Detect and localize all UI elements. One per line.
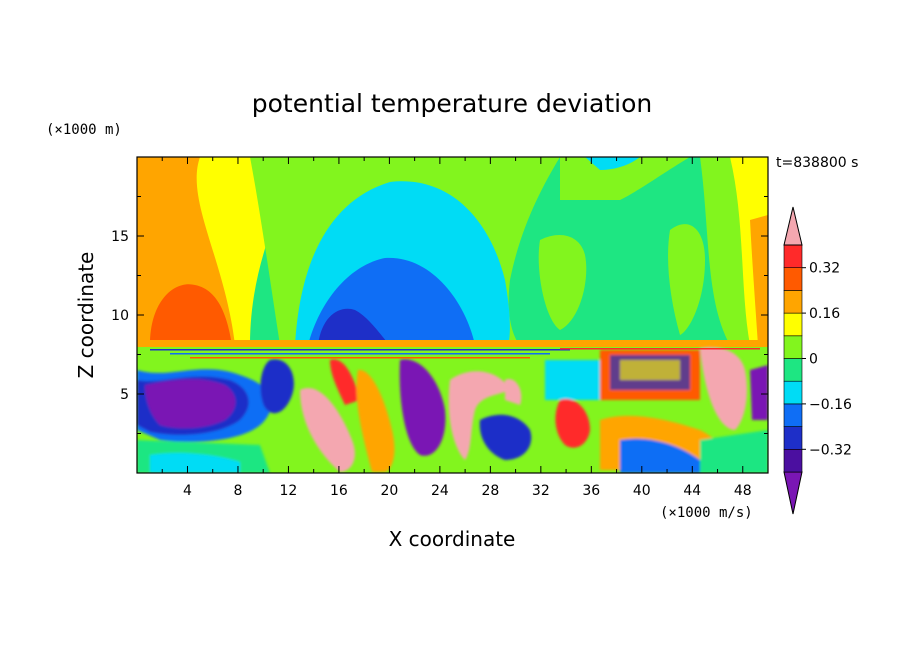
field-right-green-blob xyxy=(538,235,587,330)
x-tick-label: 12 xyxy=(280,483,298,499)
x-unit-label: (×1000 m/s) xyxy=(660,505,753,521)
field-lower-turbulence xyxy=(137,347,768,473)
colorbar-box xyxy=(783,312,803,337)
x-tick-label: 48 xyxy=(734,483,752,499)
x-tick-label: 36 xyxy=(582,483,600,499)
x-tick-label: 8 xyxy=(233,483,242,499)
x-tick-label: 4 xyxy=(183,483,192,499)
field-top-cyan xyxy=(585,157,640,170)
x-tick-label: 16 xyxy=(330,483,348,499)
y-unit-label: (×1000 m) xyxy=(46,122,122,138)
colorbar-box xyxy=(783,244,803,269)
colorbar-box xyxy=(783,290,803,314)
colorbar-box xyxy=(783,335,803,359)
colorbar: 0.32 0.16 0 −0.16 −0.32 xyxy=(783,206,852,515)
x-axis-title: X coordinate xyxy=(389,527,516,551)
colorbar-label: 0 xyxy=(809,352,818,368)
x-tick-label: 28 xyxy=(481,483,499,499)
colorbar-label: −0.32 xyxy=(809,442,852,458)
x-tick-label: 40 xyxy=(633,483,651,499)
chart-title: potential temperature deviation xyxy=(252,89,652,118)
x-tick-label: 24 xyxy=(431,483,449,499)
y-tick-label: 10 xyxy=(111,308,129,324)
colorbar-label: 0.16 xyxy=(809,306,840,322)
colorbar-box xyxy=(783,380,803,405)
field-left-red xyxy=(150,284,232,345)
colorbar-label: −0.16 xyxy=(809,397,852,413)
colorbar-label: 0.32 xyxy=(809,261,840,277)
x-tick-label: 32 xyxy=(532,483,550,499)
contour-field xyxy=(137,157,768,473)
field-inversion xyxy=(137,340,768,347)
colorbar-box xyxy=(783,403,803,427)
field-inversion-streaks xyxy=(150,348,760,359)
field-top-green xyxy=(560,157,690,200)
colorbar-min-arrow xyxy=(783,471,803,515)
y-axis: 5 10 15 xyxy=(111,196,768,434)
y-axis-title: Z coordinate xyxy=(74,252,98,379)
field-right-green-blob2 xyxy=(668,224,705,335)
x-tick-label: 20 xyxy=(380,483,398,499)
time-label: t=838800 s xyxy=(776,155,858,171)
y-tick-label: 5 xyxy=(120,387,129,403)
colorbar-max-arrow xyxy=(783,206,803,246)
colorbar-box xyxy=(783,426,803,450)
field-right-orange xyxy=(750,215,768,345)
colorbar-box xyxy=(783,267,803,291)
x-axis: 4 8 12 16 20 24 28 32 36 40 44 48 xyxy=(161,157,752,499)
colorbar-box xyxy=(783,358,803,382)
x-tick-label: 44 xyxy=(683,483,701,499)
colorbar-box xyxy=(783,448,803,473)
field-darkblue-dome xyxy=(318,308,390,345)
y-tick-label: 15 xyxy=(111,229,129,245)
